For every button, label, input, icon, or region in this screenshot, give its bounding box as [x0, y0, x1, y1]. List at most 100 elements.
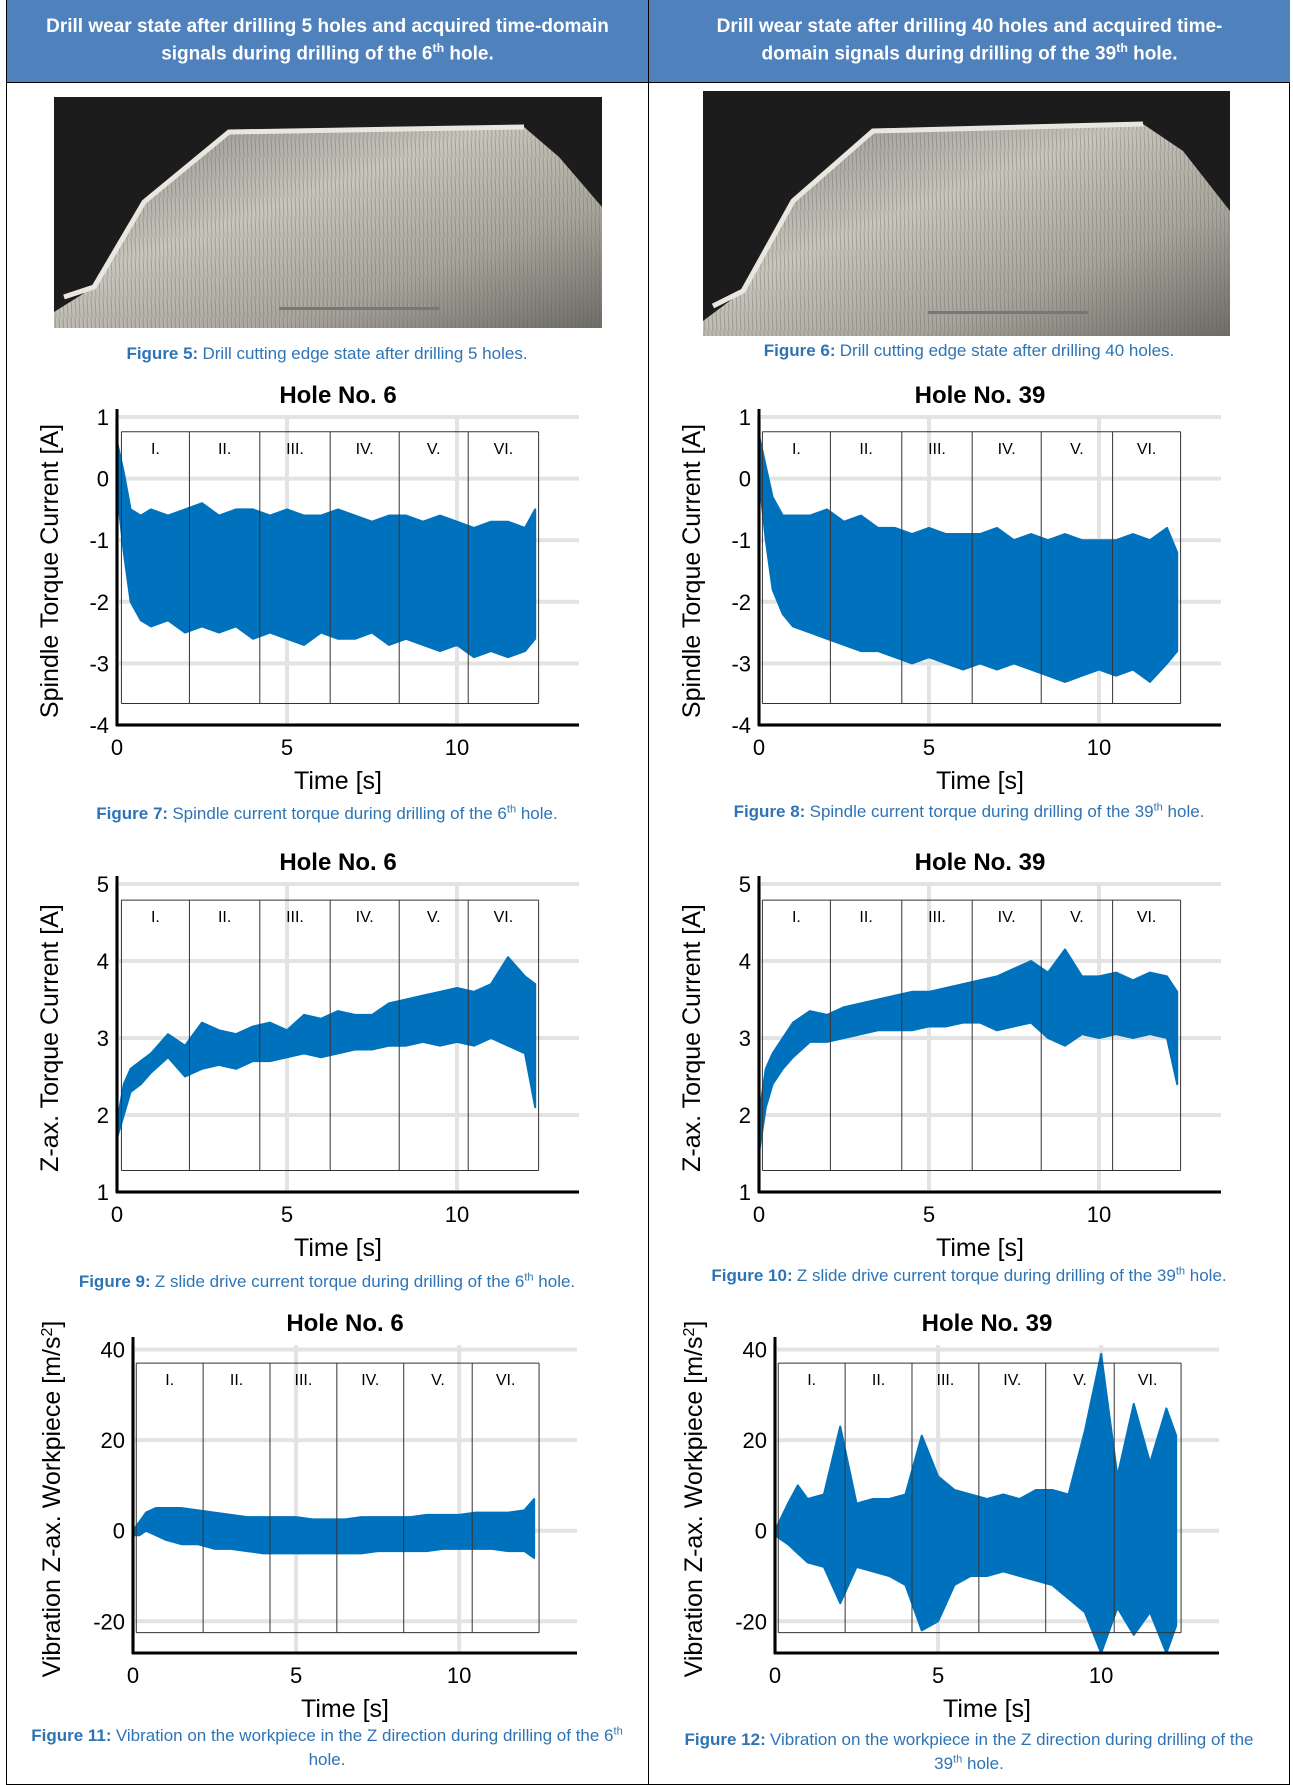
caption-text: Vibration on the workpiece in the Z dire… [115, 1725, 623, 1769]
caption-text: hole. [516, 804, 558, 823]
signal-band [132, 1498, 536, 1559]
caption-text: Drill cutting edge state after drilling … [840, 341, 1175, 360]
x-tick-label: 10 [1087, 1202, 1111, 1227]
x-tick-label: 0 [769, 1663, 781, 1688]
figure-caption: Figure 7: Spindle current torque during d… [27, 802, 627, 826]
chart: I. II. III. IV. V. VI. -20 0 20 40 0 5 10 Hole No. 39… [680, 1310, 1219, 1723]
x-tick-label: 10 [1087, 735, 1111, 760]
x-tick-label: 5 [923, 735, 935, 760]
signal-band [116, 440, 537, 659]
segment-label: VI. [1138, 1372, 1158, 1389]
header-line: Drill wear state after drilling 40 holes… [683, 14, 1256, 69]
y-tick-label: 1 [739, 405, 751, 430]
x-tick-label: 0 [753, 735, 765, 760]
y-axis-label-text: ] [38, 1321, 66, 1328]
x-axis-label: Time [s] [294, 1234, 382, 1262]
segment-label: II. [230, 1372, 243, 1389]
y-tick-label: -2 [731, 590, 751, 615]
y-axis-label-sup: 2 [681, 1328, 698, 1337]
caption-label: Figure 12: [684, 1730, 766, 1749]
caption-text: hole. [308, 1749, 346, 1769]
x-tick-label: 0 [127, 1663, 139, 1688]
segment-label: II. [872, 1372, 885, 1389]
figure-caption: Figure 10: Z slide drive current torque d… [669, 1264, 1269, 1288]
segment-label: V. [427, 909, 441, 926]
y-axis-label: Z-ax. Torque Current [A] [678, 904, 706, 1172]
segment-label: I. [807, 1372, 816, 1389]
y-tick-label: -1 [89, 528, 109, 553]
y-tick-label: -2 [89, 590, 109, 615]
segment-label: V. [1073, 1372, 1087, 1389]
header-text: hole. [1127, 43, 1178, 65]
segment-label: IV. [998, 909, 1016, 926]
y-tick-label: 40 [743, 1338, 767, 1363]
segment-label: I. [165, 1372, 174, 1389]
y-tick-label: 0 [113, 1519, 125, 1544]
x-axis-label: Time [s] [301, 1695, 389, 1723]
caption-label: Figure 9: [78, 1272, 151, 1291]
caption-text: Z slide drive current torque during dril… [154, 1271, 576, 1291]
caption-text: Drill cutting edge state after drilling … [202, 344, 528, 363]
segment-label: I. [151, 909, 160, 926]
caption-text: Z slide drive current torque during dril… [796, 1266, 1176, 1285]
x-tick-label: 0 [111, 1202, 123, 1227]
segment-label: I. [792, 441, 801, 458]
x-axis-label: Time [s] [943, 1695, 1031, 1723]
header-sup: th [432, 41, 445, 56]
y-tick-label: 1 [739, 1180, 751, 1205]
y-axis-label: Spindle Torque Current [A] [678, 424, 706, 718]
x-tick-label: 10 [1089, 1663, 1113, 1688]
y-tick-label: 5 [97, 872, 109, 897]
table-border [1289, 0, 1290, 1785]
segment-label: IV. [361, 1372, 379, 1389]
segment-label: III. [286, 909, 304, 926]
header-line: Drill wear state after drilling 5 holes … [41, 14, 614, 69]
y-tick-label: -20 [93, 1609, 125, 1634]
x-tick-label: 5 [281, 1202, 293, 1227]
segment-label: III. [286, 441, 304, 458]
y-axis-label-text: Spindle Torque Current [A] [36, 424, 64, 718]
y-tick-label: 0 [97, 467, 109, 492]
caption-text: hole. [533, 1272, 576, 1291]
segment-label: VI. [494, 441, 514, 458]
y-tick-label: 0 [739, 467, 751, 492]
segment-label: IV. [998, 441, 1016, 458]
signal-band [116, 956, 537, 1140]
segment-label: III. [928, 441, 946, 458]
y-tick-label: -4 [731, 713, 751, 738]
caption-text: Spindle current torque during drilling o… [172, 803, 558, 823]
y-tick-label: 5 [739, 872, 751, 897]
x-tick-label: 10 [445, 735, 469, 760]
caption-sup: th [524, 1271, 534, 1284]
segment-label: I. [151, 441, 160, 458]
signal-band [774, 1353, 1178, 1654]
table-border [648, 0, 649, 1785]
segment-label: III. [928, 909, 946, 926]
caption-label: Figure 5: [126, 344, 199, 363]
caption-sup: th [1153, 801, 1163, 814]
chart-title: Hole No. 6 [279, 849, 396, 876]
y-tick-label: 1 [97, 1180, 109, 1205]
caption-label: Figure 11: [31, 1726, 112, 1745]
caption-text: Z slide drive current torque during dril… [154, 1272, 525, 1291]
chart-title: Hole No. 39 [922, 1310, 1053, 1337]
y-tick-label: 0 [755, 1519, 767, 1544]
x-tick-label: 0 [753, 1202, 765, 1227]
segment-label: V. [1070, 441, 1084, 458]
chart: I. II. III. IV. V. VI. -20 0 20 40 0 5 10 Hole No. 6 T… [38, 1310, 577, 1723]
figure-caption: Figure 5: Drill cutting edge state after … [27, 342, 627, 366]
y-tick-label: -20 [735, 1609, 767, 1634]
drill-photo [54, 97, 602, 328]
x-tick-label: 5 [923, 1202, 935, 1227]
y-tick-label: 2 [739, 1103, 751, 1128]
figure-caption: Figure 9: Z slide drive current torque du… [27, 1270, 627, 1294]
chart-title: Hole No. 6 [286, 1310, 403, 1337]
caption-text: Vibration on the workpiece in the Z dire… [115, 1726, 614, 1745]
y-tick-label: -1 [731, 528, 751, 553]
caption-sup: th [953, 1753, 963, 1766]
chart-title: Hole No. 6 [279, 382, 396, 409]
segment-label: V. [1070, 909, 1084, 926]
segment-label: I. [792, 909, 801, 926]
header-text: hole. [444, 43, 494, 65]
